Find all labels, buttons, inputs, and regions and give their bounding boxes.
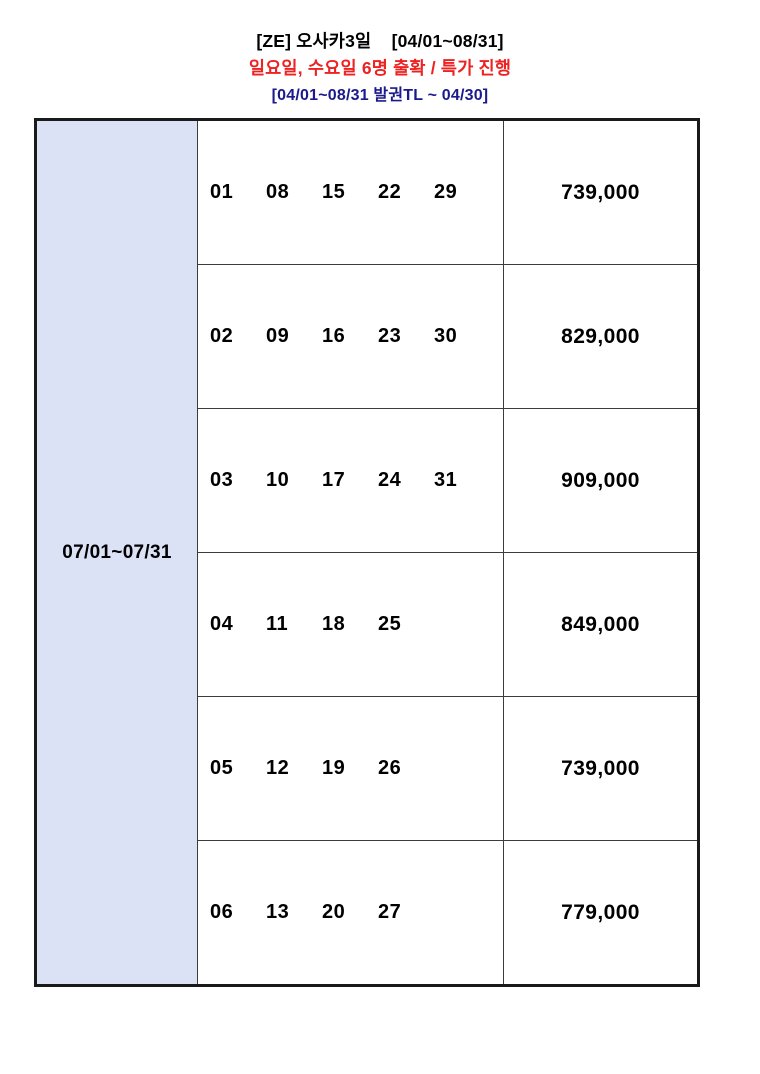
day-item: 06	[210, 901, 234, 923]
day-item: 17	[322, 469, 346, 491]
price-cell: 739,000	[503, 696, 699, 841]
day-item: 22	[378, 181, 402, 203]
page-header: [ZE] 오사카3일 [04/01~08/31] 일요일, 수요일 6명 출확 …	[0, 28, 760, 109]
table-row: 02 09 16 23 30 829,000	[36, 264, 699, 409]
day-item: 09	[266, 325, 290, 347]
price-cell: 849,000	[503, 552, 699, 697]
departure-schedule-table: 07/01~07/31 01 08 15 22 29 739,000 02	[34, 118, 700, 987]
days-cell: 01 08 15 22 29	[197, 119, 504, 265]
price-cell: 909,000	[503, 408, 699, 553]
table-row: 04 11 18 25 849,000	[36, 552, 699, 697]
day-item: 16	[322, 325, 346, 347]
day-item: 26	[378, 757, 402, 779]
days-list: 02 09 16 23 30	[198, 265, 503, 408]
day-item: 29	[434, 181, 458, 203]
day-item: 12	[266, 757, 290, 779]
day-item: 20	[322, 901, 346, 923]
day-item: 27	[378, 901, 402, 923]
days-list: 06 13 20 27	[198, 841, 503, 984]
day-item: 31	[434, 469, 458, 491]
days-cell: 02 09 16 23 30	[197, 264, 504, 409]
header-title-product: [ZE] 오사카3일 [04/01~08/31]	[256, 31, 504, 51]
period-cell: 07/01~07/31	[35, 119, 198, 986]
header-title-ticketing-deadline: [04/01~08/31 발권TL ~ 04/30]	[271, 87, 489, 104]
days-cell: 04 11 18 25	[197, 552, 504, 697]
day-item: 18	[322, 613, 346, 635]
table-row: 07/01~07/31 01 08 15 22 29 739,000	[35, 119, 699, 986]
day-item: 01	[210, 181, 234, 203]
price-cell: 829,000	[503, 264, 699, 409]
day-item: 05	[210, 757, 234, 779]
day-item: 02	[210, 325, 234, 347]
table-row: 03 10 17 24 31 909,000	[36, 408, 699, 553]
day-item: 03	[210, 469, 234, 491]
day-item: 15	[322, 181, 346, 203]
day-item: 19	[322, 757, 346, 779]
table-row: 06 13 20 27 779,000	[36, 840, 699, 986]
days-list: 01 08 15 22 29	[198, 121, 503, 264]
days-list: 05 12 19 26	[198, 697, 503, 840]
days-cell: 03 10 17 24 31	[197, 408, 504, 553]
price-cell: 779,000	[503, 840, 699, 986]
day-item: 11	[266, 613, 289, 635]
day-item: 30	[434, 325, 458, 347]
header-title-promotion: 일요일, 수요일 6명 출확 / 특가 진행	[248, 58, 512, 78]
table-body: 07/01~07/31 01 08 15 22 29 739,000 02	[35, 119, 699, 986]
day-item: 08	[266, 181, 290, 203]
day-item: 24	[378, 469, 402, 491]
day-item: 23	[378, 325, 402, 347]
day-item: 13	[266, 901, 290, 923]
days-cell: 06 13 20 27	[197, 840, 504, 986]
day-item: 25	[378, 613, 402, 635]
days-list: 03 10 17 24 31	[198, 409, 503, 552]
price-cell: 739,000	[503, 119, 699, 265]
day-item: 10	[266, 469, 290, 491]
day-item: 04	[210, 613, 234, 635]
table-row: 05 12 19 26 739,000	[36, 696, 699, 841]
days-cell: 05 12 19 26	[197, 696, 504, 841]
days-list: 04 11 18 25	[198, 553, 503, 696]
